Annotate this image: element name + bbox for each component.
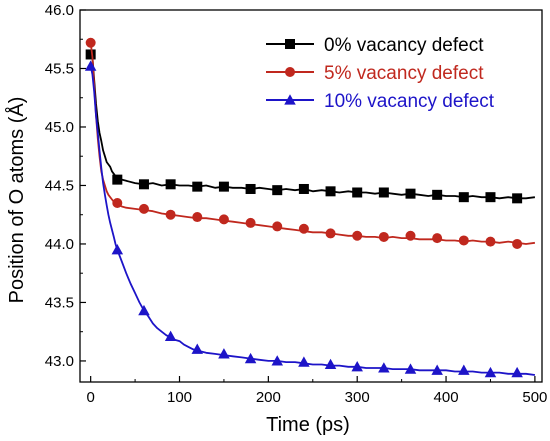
series-2-marker-10 — [351, 361, 363, 372]
series-1-marker-2 — [138, 203, 149, 214]
series-1-marker-1 — [112, 198, 123, 209]
series-1-marker-4 — [192, 212, 203, 223]
series-2-marker-16 — [511, 366, 523, 378]
y-tick-label-6: 46.0 — [45, 2, 74, 19]
y-tick-label-3: 44.5 — [45, 177, 74, 194]
series-2-marker-5 — [218, 348, 230, 359]
series-0-marker-12 — [405, 188, 416, 199]
series-1-marker-10 — [352, 230, 363, 241]
series-0-marker-5 — [218, 181, 229, 192]
y-tick-label-4: 45.0 — [45, 119, 74, 136]
x-tick-label-2: 200 — [256, 389, 281, 406]
series-1-marker-7 — [272, 221, 283, 232]
series-1-marker-12 — [405, 230, 416, 241]
y-axis-title: Position of O atoms (Å) — [5, 97, 28, 304]
series-2-marker-7 — [271, 355, 283, 366]
series-1-marker-8 — [298, 223, 309, 234]
x-tick-label-0: 0 — [86, 389, 94, 406]
series-2-marker-15 — [484, 366, 497, 378]
series-line-2 — [89, 66, 536, 376]
series-2-marker-0 — [84, 60, 97, 71]
legend-label-1: 5% vacancy defect — [324, 63, 484, 84]
series-0-marker-15 — [485, 192, 496, 203]
series-0-marker-4 — [192, 181, 203, 192]
series-1-marker-13 — [432, 233, 443, 244]
series-1-marker-6 — [245, 217, 256, 228]
plot-area — [84, 37, 536, 378]
series-1-marker-3 — [165, 209, 176, 220]
series-0-marker-0 — [85, 49, 96, 60]
series-2-marker-2 — [138, 304, 150, 316]
series-0-marker-8 — [298, 183, 309, 194]
series-0-marker-9 — [325, 186, 336, 197]
series-2-marker-4 — [191, 343, 204, 354]
series-2-marker-6 — [244, 352, 257, 364]
y-tick-label-2: 44.0 — [45, 236, 74, 253]
series-0-marker-13 — [432, 189, 443, 200]
series-1-marker-9 — [325, 228, 336, 239]
legend-label-2: 10% vacancy defect — [324, 91, 495, 112]
series-2-marker-12 — [404, 363, 417, 374]
x-tick-label-1: 100 — [167, 389, 192, 406]
legend-marker-0 — [285, 39, 295, 49]
series-1-marker-15 — [485, 236, 496, 247]
series-0-marker-14 — [458, 192, 469, 203]
x-tick-label-4: 400 — [434, 389, 459, 406]
series-2-marker-1 — [111, 244, 124, 255]
series-0-marker-2 — [138, 179, 149, 190]
series-2-marker-13 — [431, 364, 443, 375]
series-2-marker-9 — [324, 358, 337, 370]
series-2-marker-11 — [378, 362, 390, 373]
legend-label-0: 0% vacancy defect — [324, 35, 484, 56]
axes: 0 100 200 300 400 500 43.0 43.5 44.0 44.5 45.0 45.5… — [45, 2, 548, 406]
series-2-marker-3 — [164, 330, 177, 341]
x-tick-label-5: 500 — [522, 389, 547, 406]
x-tick-label-3: 300 — [345, 389, 370, 406]
series-1-marker-5 — [218, 214, 229, 225]
series-0-marker-3 — [165, 179, 176, 190]
series-1-marker-0 — [85, 37, 96, 48]
series-0-marker-1 — [112, 174, 123, 185]
series-1-marker-16 — [512, 238, 523, 249]
series-2-marker-8 — [298, 356, 310, 367]
legend: 0% vacancy defect 5% vacancy defect 10% va… — [266, 35, 495, 112]
y-tick-label-1: 43.5 — [45, 294, 74, 311]
series-1-marker-11 — [378, 231, 389, 242]
legend-marker-2 — [284, 94, 296, 105]
series-1-marker-14 — [458, 235, 469, 246]
series-0-marker-16 — [512, 193, 523, 204]
series-0-marker-10 — [352, 187, 363, 198]
series-2-marker-14 — [458, 364, 470, 375]
x-axis-title: Time (ps) — [266, 414, 350, 436]
y-tick-label-0: 43.0 — [45, 353, 74, 370]
series-0-marker-6 — [245, 183, 256, 194]
series-0-marker-7 — [272, 185, 283, 196]
y-tick-label-5: 45.5 — [45, 60, 74, 77]
series-0-marker-11 — [378, 187, 389, 198]
plot-frame — [79, 9, 543, 383]
legend-marker-1 — [285, 67, 295, 77]
